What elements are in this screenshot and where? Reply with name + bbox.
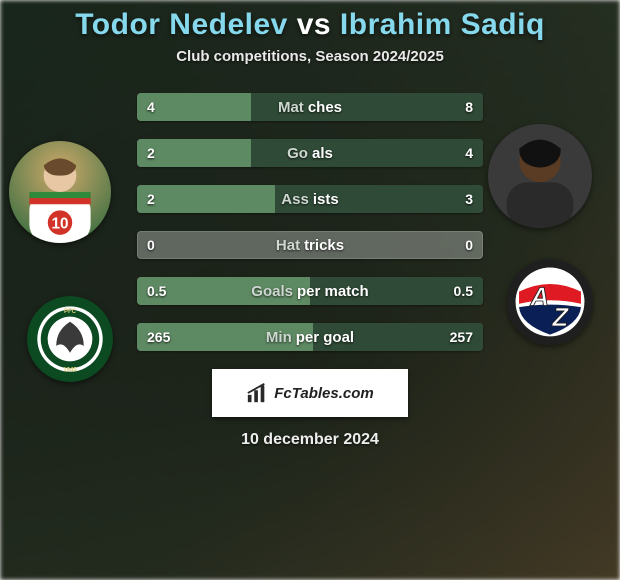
player2-avatar [488, 124, 592, 228]
stat-value-right: 8 [455, 93, 483, 121]
player1-avatar-art: 10 [9, 141, 111, 243]
stat-row: 48Matches [137, 93, 483, 121]
page-title: Todor Nedelev vs Ibrahim Sadiq [0, 4, 620, 48]
svg-text:A: A [529, 283, 549, 311]
vs-text: vs [297, 8, 331, 41]
stat-value-left: 4 [137, 93, 165, 121]
svg-text:PFC: PFC [64, 309, 77, 315]
stat-metric-right: tricks [304, 237, 344, 254]
svg-text:Z: Z [551, 304, 569, 332]
stat-row: 24Goals [137, 139, 483, 167]
stat-row: 0.50.5Goals per match [137, 277, 483, 305]
stat-value-left: 265 [137, 323, 180, 351]
stat-value-right: 4 [455, 139, 483, 167]
date-text: 10 december 2024 [0, 431, 620, 449]
az-crest-icon: A Z [507, 259, 593, 345]
player1-club-crest: PFC 1945 [27, 296, 113, 382]
stat-value-right: 257 [440, 323, 483, 351]
stat-value-left: 0.5 [137, 277, 176, 305]
stat-metric-label: Hattricks [137, 231, 483, 259]
stat-value-right: 0 [455, 231, 483, 259]
player1-name: Todor Nedelev [75, 8, 288, 41]
watermark-text: FcTables.com [274, 385, 373, 402]
subtitle: Club competitions, Season 2024/2025 [0, 48, 620, 65]
stat-value-right: 3 [455, 185, 483, 213]
player2-avatar-art [488, 124, 592, 228]
stat-value-left: 2 [137, 139, 165, 167]
stat-row: 00Hattricks [137, 231, 483, 259]
watermark: FcTables.com [212, 369, 408, 417]
stat-row: 23Assists [137, 185, 483, 213]
player1-avatar: 10 [9, 141, 111, 243]
stat-value-left: 2 [137, 185, 165, 213]
player2-club-crest: A Z [507, 259, 593, 345]
stat-bar-right [275, 185, 483, 213]
svg-text:10: 10 [52, 216, 69, 233]
stat-bar-right [251, 93, 483, 121]
stats-bars: 48Matches24Goals23Assists00Hattricks0.50… [137, 93, 483, 351]
player2-name: Ibrahim Sadiq [340, 8, 545, 41]
ludogorets-crest-icon: PFC 1945 [27, 296, 113, 382]
svg-text:1945: 1945 [63, 368, 77, 374]
stat-bar-right [251, 139, 483, 167]
stat-metric-left: Hat [276, 237, 300, 254]
stat-value-left: 0 [137, 231, 165, 259]
fctables-logo-icon [246, 382, 268, 404]
stat-value-right: 0.5 [444, 277, 483, 305]
stat-row: 265257Min per goal [137, 323, 483, 351]
card: Todor Nedelev vs Ibrahim Sadiq Club comp… [0, 0, 620, 580]
